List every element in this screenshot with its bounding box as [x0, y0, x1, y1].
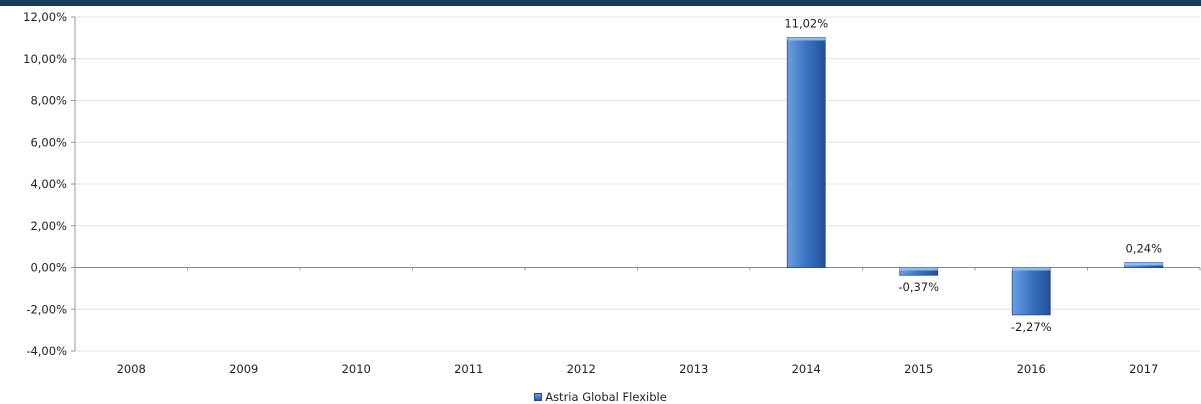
legend-label: Astria Global Flexible	[545, 390, 667, 404]
bar-cap	[899, 267, 938, 271]
bar-chart: 12,00% 10,00% 8,00% 6,00% 4,00% 2,00% 0,00% -2,…	[23, 10, 1201, 376]
bar	[786, 37, 826, 268]
x-tick-labels: 2008 2009 2010 2011 2012 2013 2014 2015 2016 2017	[117, 362, 1159, 376]
data-label: -0,37%	[898, 280, 939, 294]
x-tick-label: 2016	[1017, 362, 1046, 376]
data-labels: 11,02% -0,37% -2,27% 0,24%	[784, 16, 1162, 333]
legend-swatch	[534, 393, 543, 401]
x-tick-label: 2008	[117, 362, 146, 376]
x-tick-label: 2010	[342, 362, 371, 376]
y-tick-label: 6,00%	[30, 135, 67, 149]
bars	[786, 37, 1164, 316]
y-tick-label: 0,00%	[30, 261, 67, 275]
x-tick-label: 2015	[904, 362, 933, 376]
gridlines	[75, 16, 1200, 352]
y-tick-labels: 12,00% 10,00% 8,00% 6,00% 4,00% 2,00% 0,00% -2,…	[23, 10, 67, 358]
y-tick-label: 12,00%	[23, 10, 67, 24]
y-tick-label: 2,00%	[30, 219, 67, 233]
y-tick-label: -4,00%	[26, 344, 67, 358]
y-tick-label: 4,00%	[30, 177, 67, 191]
x-tick-label: 2014	[792, 362, 821, 376]
x-tick-label: 2017	[1129, 362, 1158, 376]
bar-cap	[787, 37, 826, 41]
data-label: 11,02%	[784, 16, 828, 30]
legend: Astria Global Flexible	[0, 390, 1201, 404]
x-tick-label: 2009	[229, 362, 258, 376]
y-tick-label: 8,00%	[30, 94, 67, 108]
bar-cap	[1124, 262, 1163, 266]
header-band	[0, 0, 1201, 6]
x-tick-label: 2011	[454, 362, 483, 376]
y-tick-label: 10,00%	[23, 52, 67, 66]
y-tick-label: -2,00%	[26, 302, 67, 316]
data-label: -2,27%	[1011, 320, 1052, 334]
data-label: 0,24%	[1125, 241, 1162, 255]
x-tick-label: 2013	[679, 362, 708, 376]
bar	[1011, 267, 1051, 316]
x-tick-label: 2012	[567, 362, 596, 376]
bar-cap	[1012, 267, 1051, 271]
